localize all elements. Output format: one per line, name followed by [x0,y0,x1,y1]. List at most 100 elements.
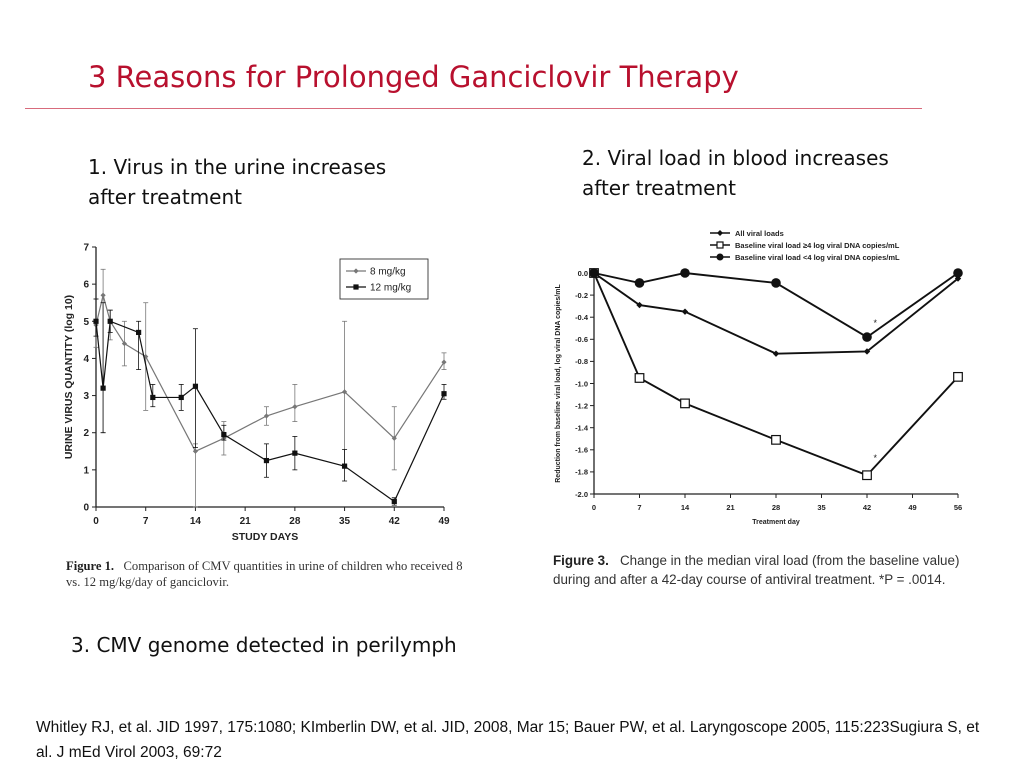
legend-marker [717,230,723,236]
y-tick-label: 2 [83,428,89,439]
x-tick-label: 28 [772,503,780,512]
x-axis-label: STUDY DAYS [232,531,299,543]
legend-marker [353,284,359,290]
x-tick-label: 49 [908,503,916,512]
data-point [341,463,348,469]
y-tick-label: 1 [83,465,89,476]
x-tick-label: 14 [681,503,690,512]
significance-asterisk: * [874,453,878,463]
data-point [862,332,872,342]
legend-label: Baseline viral load ≥4 log viral DNA cop… [735,241,900,250]
data-point [192,383,199,389]
x-tick-label: 35 [817,503,825,512]
y-tick-label: -1.4 [575,424,589,433]
y-tick-label: -1.2 [575,401,588,410]
data-point [636,301,643,309]
data-point [863,348,871,355]
legend-label: Baseline viral load <4 log viral DNA cop… [735,253,900,262]
series-line [593,272,959,339]
x-tick-label: 7 [637,503,641,512]
data-point [136,329,142,336]
series-line [593,272,959,355]
figure3-caption: Figure 3. Change in the median viral loa… [553,551,993,589]
y-tick-label: -0.6 [575,335,588,344]
y-tick-label: -0.8 [575,357,588,366]
data-point [178,394,184,401]
data-point [192,448,199,454]
data-point [93,318,99,324]
data-point [681,308,689,315]
data-point [634,373,645,383]
y-tick-label: 6 [83,280,89,291]
data-point [391,435,397,441]
y-tick-label: 3 [83,391,89,402]
data-point [292,404,298,410]
legend-marker [353,268,359,274]
y-tick-label: -2.0 [575,490,588,499]
figure3-text: Change in the median viral load (from th… [553,553,960,587]
y-tick-label: -1.6 [575,446,588,455]
data-point [771,434,781,445]
figure1-label: Figure 1. [66,559,115,573]
data-point [221,431,227,438]
data-point [441,391,447,397]
y-tick-label: -0.4 [575,313,589,322]
point-urine-virus: 1. Virus in the urine increases after tr… [88,155,387,209]
data-point [772,350,780,357]
series-line [593,272,959,477]
data-point [263,457,270,464]
legend-label: All viral loads [735,229,784,238]
x-axis-label: Treatment day [752,519,800,526]
x-tick-label: 21 [240,516,252,527]
data-point [680,268,690,278]
data-point [953,371,963,382]
y-tick-label: 4 [83,354,89,365]
legend-label: 12 mg/kg [370,283,411,294]
significance-asterisk: * [874,318,878,328]
data-point [121,340,128,347]
y-tick-label: -1.0 [575,379,588,388]
x-tick-label: 42 [389,516,401,527]
urine-virus-chart: 0 1 2 3 4 5 6 7 0 7 14 21 28 35 42 49 STUDY DAYS URINE VI… [63,243,450,544]
y-tick-label: -0.2 [575,291,588,300]
series-12mgkg [93,298,447,506]
data-point [862,470,872,481]
figure3-label: Figure 3. [553,553,609,568]
point-perilymph: 3. CMV genome detected in perilymph [71,633,457,657]
data-point [107,318,113,324]
legend-marker [716,253,724,261]
x-tick-label: 35 [339,516,351,527]
figure1-caption: Figure 1. Comparison of CMV quantities i… [66,558,466,590]
y-tick-label: -1.8 [575,468,588,477]
y-tick-label: 0 [83,503,89,514]
data-point [391,498,397,505]
x-tick-label: 49 [438,516,450,527]
series-line [95,295,445,453]
x-tick-label: 7 [143,516,149,527]
x-tick-label: 42 [863,503,871,512]
references: Whitley RJ, et al. JID 1997, 175:1080; K… [36,719,980,761]
data-point [263,413,270,419]
x-tick-label: 56 [954,503,962,512]
x-tick-label: 28 [289,516,301,527]
x-tick-label: 14 [190,516,202,527]
x-tick-label: 0 [93,516,99,527]
data-point [100,292,106,298]
data-point [771,278,781,288]
y-tick-label: 5 [83,317,89,328]
data-point [292,450,298,456]
slide-title: 3 Reasons for Prolonged Ganciclovir Ther… [88,60,739,94]
title-divider [25,108,922,109]
data-point [953,268,963,278]
data-point [680,398,690,409]
data-point [100,385,106,391]
x-tick-label: 0 [592,503,596,512]
data-point [634,278,645,288]
y-axis-label: URINE VIRUS QUANTITY (log 10) [63,295,75,459]
viral-load-chart: 0.0 -0.2 -0.4 -0.6 -0.8 -1.0 -1.2 -1.4 -1.6 -1.8 -… [555,229,963,526]
point-blood-viral-load: 2. Viral load in blood increases after t… [582,146,889,200]
series-baseline-lt4 [589,268,963,342]
legend-box [339,258,429,300]
series-line [95,320,445,503]
legend-label: 8 mg/kg [370,267,406,278]
